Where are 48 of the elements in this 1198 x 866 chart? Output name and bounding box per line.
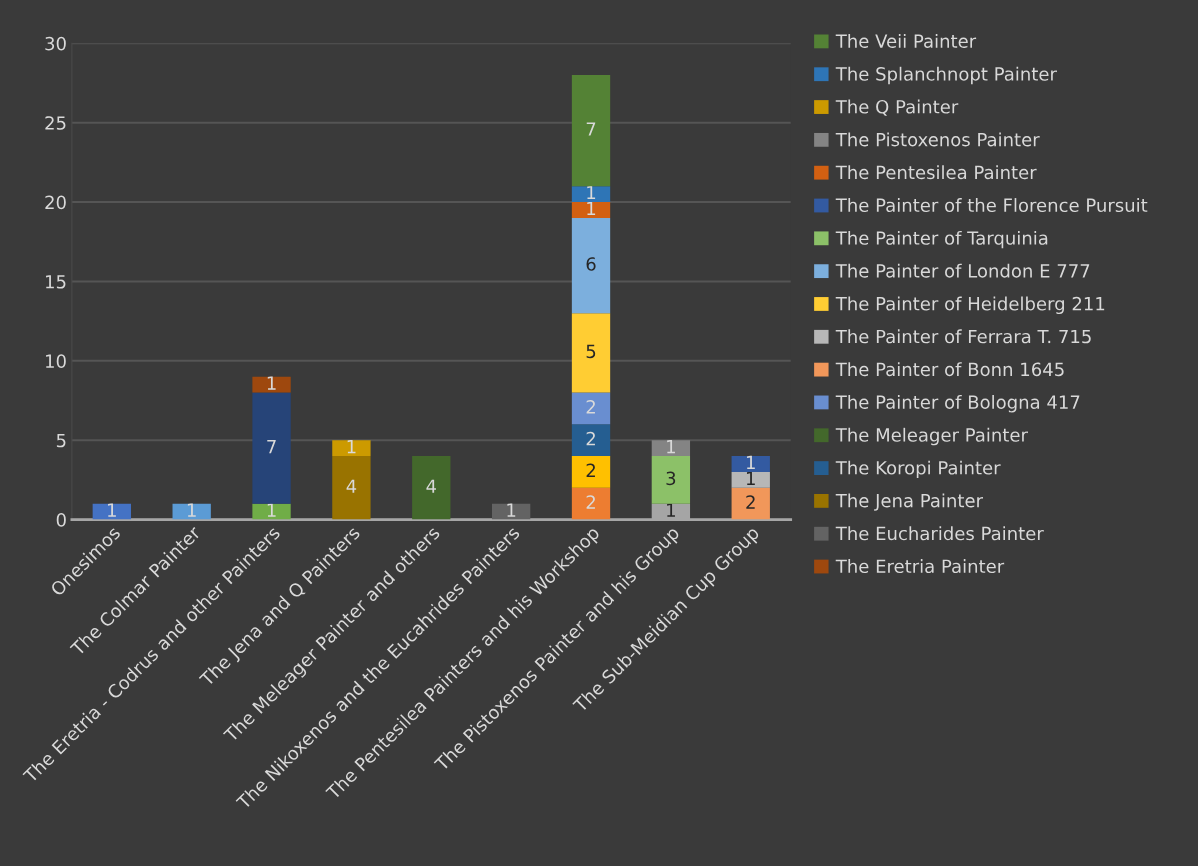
y-tick-label: 30 — [45, 36, 66, 51]
data-label: 2 — [586, 431, 595, 446]
y-tick-label: 0 — [56, 513, 66, 527]
data-label: 1 — [667, 439, 675, 454]
data-label: 6 — [586, 257, 596, 271]
data-label: 7 — [586, 122, 596, 136]
data-label: 1 — [267, 376, 276, 390]
data-label: 1 — [667, 503, 675, 517]
data-label: 3 — [666, 471, 676, 486]
legend-label: The Jena Painter — [835, 493, 983, 511]
legend-label: The Painter of Bonn 1645 — [835, 362, 1064, 377]
y-tick-label: 15 — [46, 275, 66, 289]
legend-label: The Q Painter — [835, 99, 959, 116]
data-label: 2 — [586, 463, 595, 477]
legend-label: The Koropi Painter — [835, 460, 1001, 479]
legend-label: The Painter of Ferrara T. 715 — [835, 329, 1091, 344]
legend-label: The Meleager Painter — [835, 427, 1028, 446]
legend-label: The Veii Painter — [835, 33, 977, 48]
legend-label: The Painter of Bologna 417 — [835, 394, 1080, 413]
y-tick-label: 10 — [46, 354, 66, 368]
data-label: 1 — [587, 185, 596, 200]
data-label: 1 — [108, 503, 116, 517]
legend-label: The Painter of Tarquinia — [835, 230, 1048, 249]
data-label: 1 — [507, 503, 516, 517]
data-label: 1 — [347, 439, 356, 454]
data-label: 7 — [267, 439, 276, 454]
legend-label: The Eretria Painter — [835, 559, 1005, 574]
legend-label: The Painter of London E 777 — [835, 263, 1090, 278]
legend-label: The Pistoxenos Painter — [835, 132, 1040, 147]
data-label: 1 — [267, 503, 276, 517]
data-label: 2 — [586, 495, 595, 509]
data-label: 1 — [746, 455, 755, 470]
data-label: 1 — [187, 503, 196, 517]
data-label: 1 — [746, 471, 755, 485]
legend-label: The Painter of Heidelberg 211 — [835, 296, 1105, 314]
data-label: 1 — [587, 201, 596, 215]
data-label: 4 — [426, 479, 437, 493]
legend-label: The Painter of the Florence Pursuit — [835, 198, 1148, 213]
data-label: 2 — [586, 400, 595, 414]
data-label: 4 — [346, 479, 357, 493]
y-tick-label: 20 — [45, 195, 66, 210]
data-label: 5 — [586, 344, 596, 359]
data-label: 2 — [746, 495, 755, 509]
legend-label: The Pentesilea Painter — [835, 165, 1037, 180]
y-tick-label: 5 — [56, 433, 66, 448]
legend-label: The Splanchnopt Painter — [835, 66, 1057, 85]
y-tick-label: 25 — [45, 116, 66, 130]
legend-label: The Eucharides Painter — [835, 526, 1044, 541]
